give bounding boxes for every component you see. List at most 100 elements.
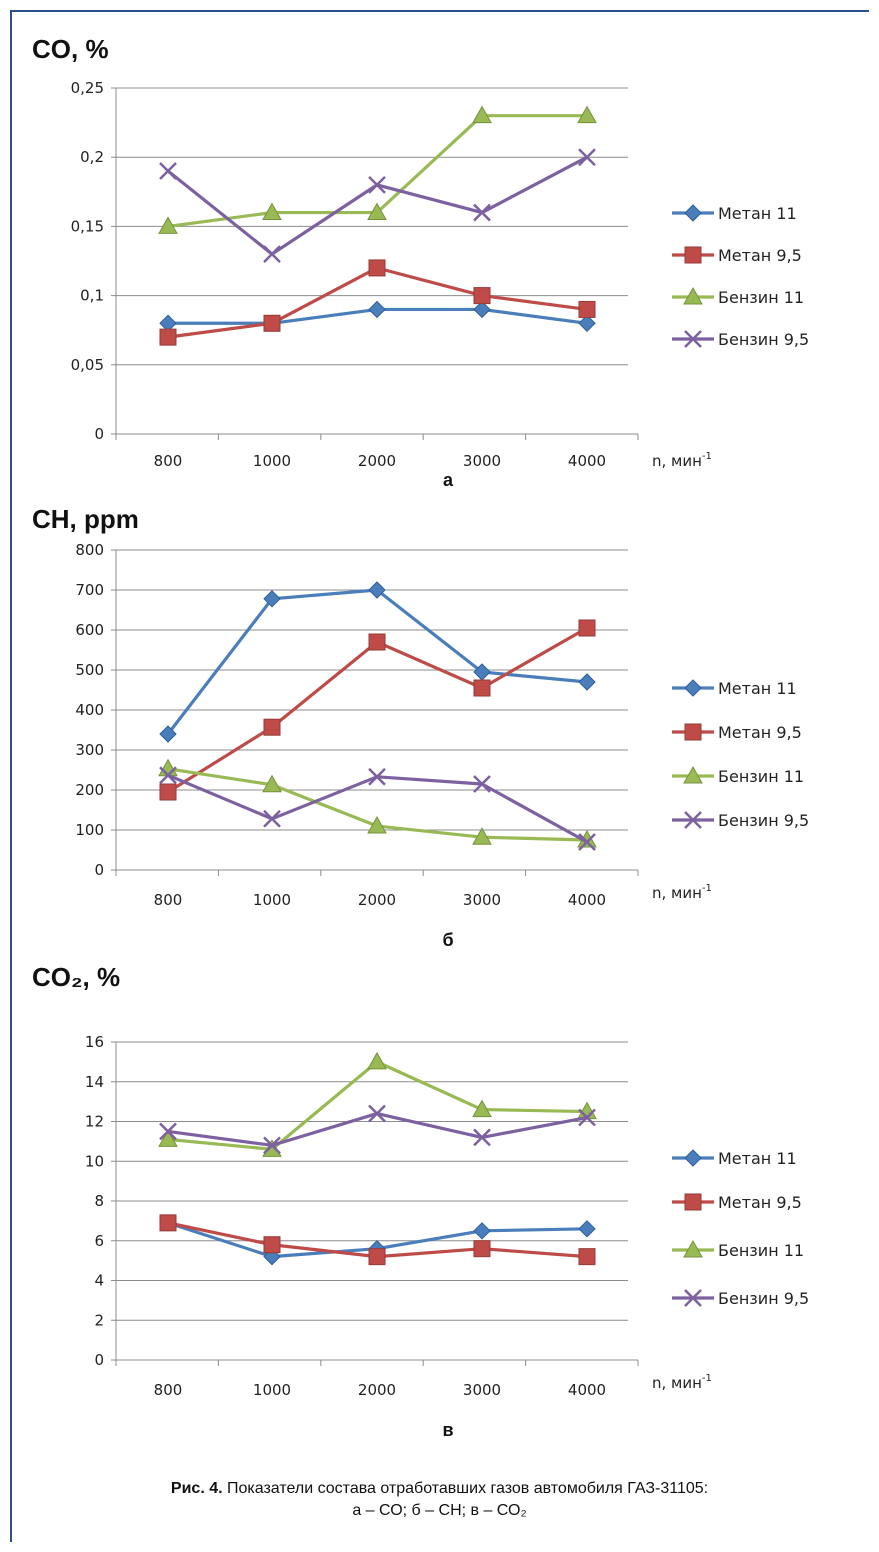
y-tick-label: 16 bbox=[85, 1033, 104, 1051]
legend-marker bbox=[684, 1193, 702, 1211]
legend-entry: Бензин 9,5 bbox=[672, 811, 809, 830]
y-tick-label: 0 bbox=[94, 1351, 104, 1369]
data-point bbox=[578, 673, 596, 691]
y-tick-label: 2 bbox=[94, 1311, 104, 1329]
x-tick-label: 3000 bbox=[463, 452, 501, 470]
data-point bbox=[368, 581, 386, 599]
legend-label: Бензин 9,5 bbox=[718, 1289, 809, 1308]
panel-letter: в bbox=[442, 1420, 453, 1440]
data-point bbox=[368, 1104, 386, 1123]
legend-entry: Метан 11 bbox=[672, 679, 797, 698]
y-tick-label: 0 bbox=[94, 861, 104, 879]
x-tick-label: 800 bbox=[154, 891, 183, 909]
legend-marker bbox=[683, 765, 703, 784]
data-point bbox=[578, 148, 596, 167]
x-tick-label: 4000 bbox=[568, 891, 606, 909]
legend-label: Метан 11 bbox=[718, 204, 797, 223]
data-point bbox=[473, 1128, 491, 1147]
legend-label: Метан 11 bbox=[718, 1149, 797, 1168]
x-axis-label: n, мин-1 bbox=[652, 883, 712, 902]
legend-marker bbox=[684, 330, 702, 348]
data-point bbox=[158, 1129, 178, 1147]
y-tick-label: 10 bbox=[85, 1152, 104, 1170]
x-axis-label: n, мин-1 bbox=[652, 451, 712, 470]
x-tick-label: 800 bbox=[154, 1381, 183, 1399]
legend-entry: Метан 11 bbox=[672, 1149, 797, 1168]
legend-marker bbox=[684, 246, 702, 264]
data-point bbox=[368, 1248, 386, 1266]
data-point bbox=[263, 1136, 281, 1155]
data-point bbox=[473, 203, 491, 222]
data-point bbox=[578, 833, 596, 851]
series-line bbox=[166, 588, 588, 735]
data-point bbox=[473, 1240, 491, 1258]
data-point bbox=[473, 775, 491, 793]
y-tick-label: 800 bbox=[75, 541, 104, 559]
data-point bbox=[368, 175, 386, 194]
x-tick-label: 2000 bbox=[358, 452, 396, 470]
data-point bbox=[578, 1108, 596, 1127]
legend-label: Бензин 11 bbox=[718, 767, 804, 786]
data-point bbox=[473, 300, 491, 319]
y-tick-label: 8 bbox=[94, 1192, 104, 1210]
data-point bbox=[263, 590, 281, 608]
legend-label: Метан 9,5 bbox=[718, 1193, 802, 1212]
legend-marker bbox=[684, 1149, 702, 1167]
y-tick-label: 300 bbox=[75, 741, 104, 759]
data-point bbox=[262, 202, 282, 221]
data-point bbox=[159, 725, 177, 743]
data-point bbox=[473, 1222, 491, 1240]
x-axis-label: n, мин-1 bbox=[652, 1373, 712, 1392]
chart-title: CO, % bbox=[32, 34, 109, 64]
caption-text: Показатели состава отработавших газов ав… bbox=[227, 1480, 709, 1497]
y-tick-label: 400 bbox=[75, 701, 104, 719]
data-point bbox=[367, 815, 387, 834]
data-point bbox=[472, 105, 492, 124]
data-point bbox=[578, 1220, 596, 1238]
y-tick-label: 6 bbox=[94, 1232, 104, 1250]
y-tick-label: 0,2 bbox=[80, 148, 104, 166]
data-point bbox=[367, 202, 387, 221]
data-point bbox=[158, 216, 178, 234]
x-tick-label: 2000 bbox=[358, 1381, 396, 1399]
chart-3: CO₂, % 0 2 4 6 8 10 12 14 16 800 1000 2000 3000 4000 n,… bbox=[32, 962, 809, 1440]
legend-entry: Бензин 9,5 bbox=[672, 330, 809, 349]
legend-marker bbox=[683, 286, 703, 305]
data-point bbox=[262, 774, 282, 793]
legend-marker bbox=[684, 679, 702, 697]
chart-2: CH, ppm 0 100 200 300 400 500 600 700 800 800 1000 2… bbox=[32, 504, 809, 950]
data-point bbox=[368, 767, 386, 786]
caption-prefix: Рис. 4. bbox=[170, 1480, 223, 1497]
series-line bbox=[167, 1111, 588, 1147]
y-tick-label: 4 bbox=[94, 1272, 104, 1290]
data-point bbox=[159, 766, 177, 785]
data-point bbox=[159, 162, 177, 180]
y-tick-label: 600 bbox=[75, 621, 104, 639]
data-point bbox=[368, 300, 386, 319]
y-tick-label: 0,1 bbox=[80, 287, 104, 305]
y-tick-label: 0,05 bbox=[71, 356, 104, 374]
data-point bbox=[159, 1122, 177, 1141]
x-tick-label: 4000 bbox=[568, 1381, 606, 1399]
y-tick-label: 100 bbox=[75, 821, 104, 839]
data-point bbox=[578, 619, 596, 637]
series-line bbox=[167, 1060, 588, 1151]
legend-entry: Метан 9,5 bbox=[672, 1193, 802, 1212]
data-point bbox=[368, 259, 386, 277]
data-point bbox=[368, 633, 386, 651]
x-tick-label: 4000 bbox=[568, 452, 606, 470]
legend-entry: Бензин 11 bbox=[672, 286, 804, 307]
data-point bbox=[472, 1099, 492, 1118]
caption-line-2: а – СО; б – СН; в – СО₂ bbox=[352, 1502, 527, 1519]
legend-entry: Бензин 11 bbox=[672, 1239, 804, 1260]
chart-1: CO, % 0 0,05 0,1 0,15 0,2 0,25 800 1000 2000 3000 4… bbox=[32, 34, 809, 490]
x-tick-label: 3000 bbox=[463, 1381, 501, 1399]
legend-label: Бензин 11 bbox=[718, 1241, 804, 1260]
chart-title: CO₂, % bbox=[32, 962, 120, 992]
data-point bbox=[578, 300, 596, 318]
y-tick-label: 200 bbox=[75, 781, 104, 799]
legend-entry: Бензин 9,5 bbox=[672, 1289, 809, 1308]
y-tick-label: 500 bbox=[75, 661, 104, 679]
y-tick-label: 0 bbox=[94, 425, 104, 443]
data-point bbox=[159, 328, 177, 346]
